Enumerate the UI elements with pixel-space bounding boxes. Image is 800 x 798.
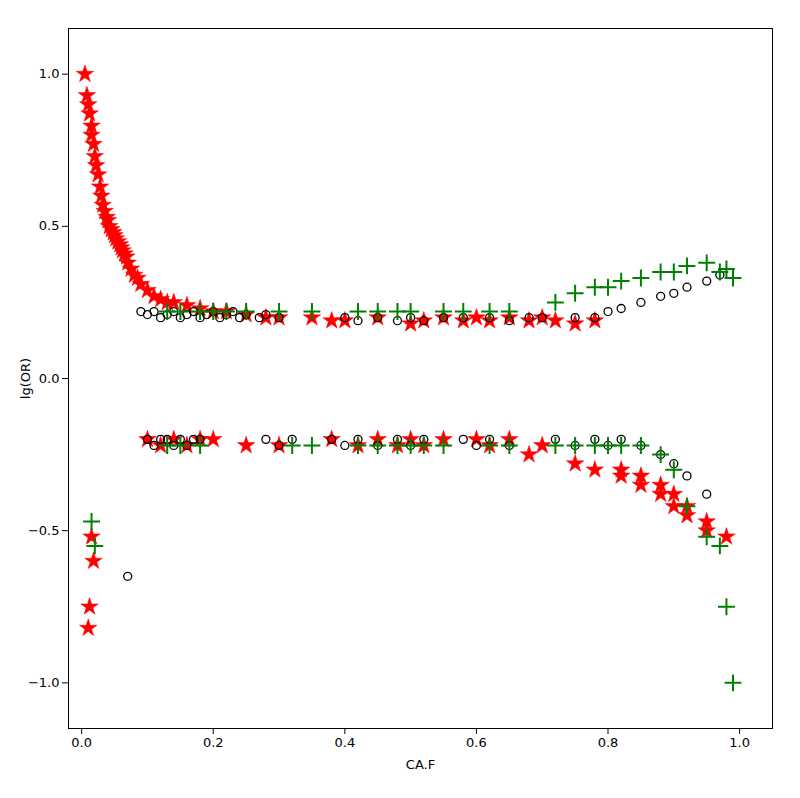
svg-text:1.0: 1.0 — [729, 735, 750, 750]
svg-text:CA.F: CA.F — [406, 757, 435, 772]
svg-text:0.8: 0.8 — [598, 735, 619, 750]
svg-text:0.2: 0.2 — [203, 735, 224, 750]
svg-text:0.5: 0.5 — [39, 218, 60, 233]
svg-text:0.6: 0.6 — [466, 735, 487, 750]
svg-text:−1.0: −1.0 — [28, 675, 60, 690]
svg-text:0.0: 0.0 — [39, 371, 60, 386]
svg-text:0.0: 0.0 — [71, 735, 92, 750]
svg-text:lg(OR): lg(OR) — [18, 358, 33, 399]
svg-text:0.4: 0.4 — [334, 735, 355, 750]
svg-text:−0.5: −0.5 — [28, 523, 60, 538]
svg-text:1.0: 1.0 — [39, 66, 60, 81]
